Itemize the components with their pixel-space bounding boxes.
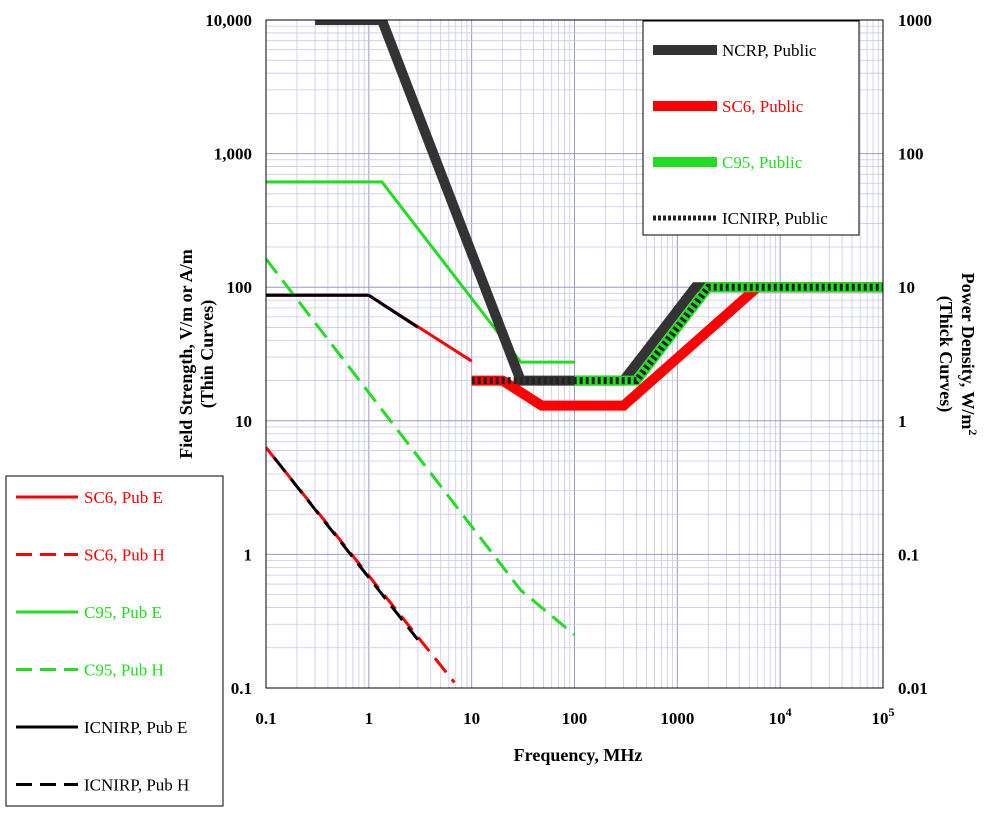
y-left-tick-label: 10,000 (205, 11, 252, 30)
legend-label-ncrp-public: NCRP, Public (722, 41, 817, 60)
legend-label-icnirp-pub-e: ICNIRP, Pub E (84, 718, 187, 737)
legend-thin-box (5, 475, 224, 807)
legend-label-sc6-public: SC6, Public (722, 97, 804, 116)
y-left-tick-label: 1 (244, 545, 253, 564)
series-line-icnirp-pub-e (266, 293, 419, 329)
y-left-tick-label: 1,000 (214, 145, 252, 164)
y-right-tick-label: 0.1 (898, 545, 919, 564)
y-left-axis-ticks: 0.1 1 10 100 1,000 10,000 (205, 11, 252, 698)
y-left-title-line2: (Thin Curves) (197, 300, 218, 409)
y-right-tick-label: 1 (898, 412, 907, 431)
series-line-icnirp-pub-h (272, 456, 420, 641)
legend-label-icnirp-public: ICNIRP, Public (722, 209, 828, 228)
y-right-title-line2: (Thick Curves) (935, 296, 956, 413)
x-axis-title: Frequency, MHz (514, 745, 643, 765)
y-right-tick-label: 10 (898, 278, 915, 297)
legend-label-sc6-pub-e: SC6, Pub E (84, 488, 163, 507)
x-tick-label: 0.1 (255, 709, 276, 728)
legend-thin-curves: SC6, Pub E SC6, Pub H C95, Pub E C95, Pub H… (5, 475, 224, 807)
x-tick-label: 1000 (660, 709, 694, 728)
y-right-title-main: Power Density, W/m (958, 273, 978, 430)
series-line-c95-pub-e (266, 180, 575, 364)
series-line-c95-pub-h (266, 257, 576, 636)
y-right-axis-ticks: 0.01 0.1 1 10 100 1000 (898, 11, 932, 698)
legend-label-sc6-pub-h: SC6, Pub H (84, 546, 165, 565)
x-tick-label: 105 (872, 705, 895, 728)
plot-border (265, 19, 884, 689)
y-right-tick-label: 100 (898, 145, 924, 164)
x-tick-label: 104 (769, 705, 792, 728)
y-right-axis-title: Power Density, W/m2 (Thick Curves) (935, 273, 980, 436)
x-tick-label: 10 (463, 709, 480, 728)
legend-label-c95-pub-e: C95, Pub E (84, 603, 162, 622)
legend-label-c95-public: C95, Public (722, 153, 803, 172)
x-tick-label: 1 (365, 709, 374, 728)
y-left-title-line1: Field Strength, V/m or A/m (176, 249, 196, 459)
y-right-tick-label: 1000 (898, 11, 932, 30)
y-left-tick-label: 100 (227, 278, 253, 297)
legend-thick-box (642, 20, 860, 236)
thick-curves (315, 20, 883, 411)
legend-label-c95-pub-h: C95, Pub H (84, 661, 164, 680)
y-left-axis-title: Field Strength, V/m or A/m (Thin Curves) (176, 249, 218, 459)
legend-label-icnirp-pub-h: ICNIRP, Pub H (84, 776, 189, 795)
y-right-title-sup: 2 (966, 429, 980, 435)
y-right-title-line1: Power Density, W/m2 (958, 273, 980, 436)
x-axis-ticks: 0.1 1 10 100 1000 104 105 (255, 705, 894, 728)
thin-curves (266, 180, 576, 684)
y-left-tick-label: 10 (235, 412, 252, 431)
y-right-tick-label: 0.01 (898, 679, 928, 698)
series-line-icnirp-public (471, 283, 883, 385)
legend-thick-curves: NCRP, Public SC6, Public C95, Public ICNIRP… (642, 20, 860, 236)
y-left-tick-label: 0.1 (231, 679, 252, 698)
x-tick-label: 100 (562, 709, 588, 728)
